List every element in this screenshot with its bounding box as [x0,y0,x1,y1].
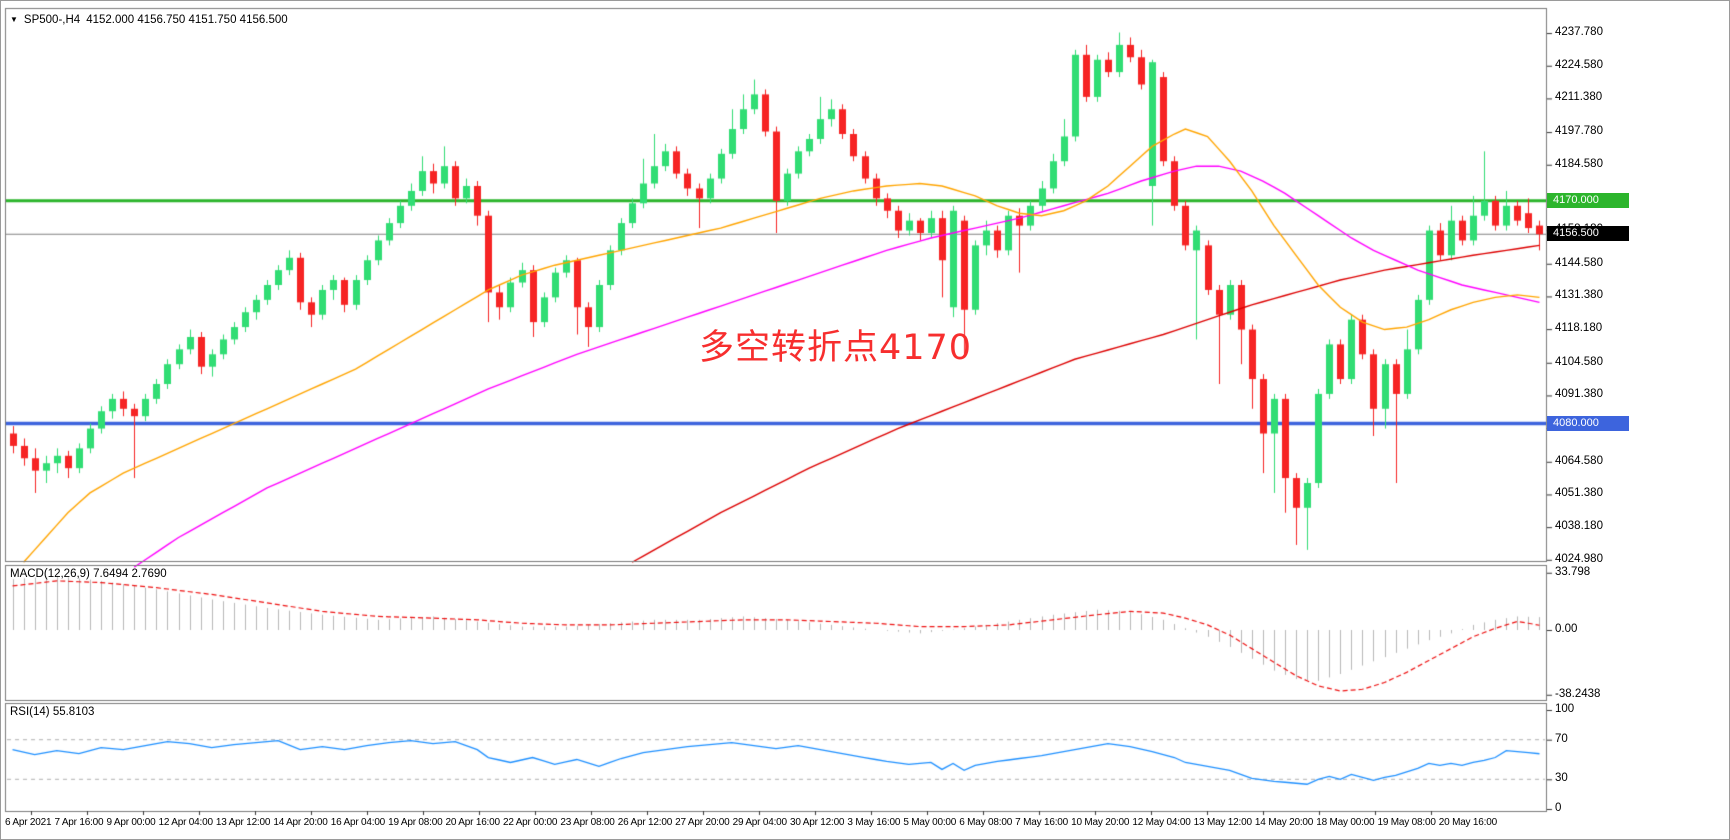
rsi-scale-label: 30 [1555,772,1568,785]
time-axis-label: 7 May 16:00 [1015,817,1068,828]
macd-scale: 33.798 0.00 -38.2438 [1554,1,1664,839]
price-tick-label: 4197.780 [1555,125,1603,138]
price-tick-label: 4104.580 [1555,355,1603,368]
price-tick-label: 4038.180 [1555,520,1603,533]
time-axis-label: 27 Apr 20:00 [675,817,730,828]
ohlc-values: 4152.000 4156.750 4151.750 4156.500 [86,14,288,26]
symbol-ohlc-label: ▼ SP500-,H4 4152.000 4156.750 4151.750 4… [10,14,288,26]
time-axis-label: 14 Apr 20:00 [273,817,328,828]
time-axis-label: 3 May 16:00 [847,817,901,828]
time-axis[interactable]: 6 Apr 2021 7 Apr 16:00 9 Apr 00:00 12 Apr 0… [5,817,1497,828]
macd-scale-label: -38.2438 [1555,687,1601,700]
price-tag: 4080.000 [1547,415,1629,431]
time-axis-label: 6 Apr 2021 [5,817,52,828]
time-axis-label: 6 May 08:00 [959,817,1013,828]
time-axis-label: 5 May 00:00 [903,817,957,828]
price-tag: 4156.500 [1547,226,1629,242]
price-tick-label: 4224.580 [1555,58,1603,71]
price-tick-label: 4064.580 [1555,454,1603,467]
time-axis-label: 18 May 00:00 [1316,817,1375,828]
price-tick-label: 4131.380 [1555,289,1603,302]
price-scale[interactable]: 4237.780 4224.580 4211.380 4197.780 4184.580… [1547,1,1664,839]
symbol-name: SP500-,H4 [23,14,81,26]
rsi-scale-label: 70 [1555,732,1568,745]
time-axis-label: 29 Apr 04:00 [732,817,788,828]
price-tick-label: 4091.380 [1555,388,1603,401]
time-axis-label: 20 Apr 16:00 [445,817,501,828]
rsi-scale-label: 0 [1555,802,1562,814]
price-tick-label: 4024.980 [1555,552,1603,565]
price-tick-label: 4237.780 [1555,26,1603,39]
time-axis-label: 13 May 12:00 [1193,817,1252,828]
price-tick-label: 4118.180 [1555,322,1603,335]
price-tick-label: 4144.580 [1555,256,1603,269]
price-tag: 4170.000 [1547,192,1629,208]
time-axis-label: 12 Apr 04:00 [158,817,214,828]
time-axis-label: 22 Apr 00:00 [502,817,558,828]
rsi-scale-label: 100 [1555,703,1575,715]
time-axis-label: 20 May 16:00 [1438,817,1497,828]
time-axis-label: 19 Apr 08:00 [388,817,443,828]
price-tick-label: 4211.380 [1555,91,1603,104]
time-axis-label: 26 Apr 12:00 [617,817,673,828]
time-axis-label: 30 Apr 12:00 [789,817,845,828]
time-axis-label: 13 Apr 12:00 [215,817,271,828]
time-axis-label: 12 May 04:00 [1132,817,1191,828]
price-tick-label: 4184.580 [1555,157,1603,170]
macd-indicator-label: MACD(12,26,9) 7.6494 2.7690 [10,568,167,580]
time-axis-label: 14 May 20:00 [1254,817,1314,828]
macd-scale-label: 33.798 [1555,565,1591,578]
price-tick-label: 4051.380 [1555,487,1603,500]
rsi-indicator-label: RSI(14) 55.8103 [10,706,95,718]
time-axis-label: 16 Apr 04:00 [330,817,386,828]
time-axis-label: 7 Apr 16:00 [54,817,104,828]
macd-scale-label: 0.00 [1555,623,1578,635]
time-axis-label: 9 Apr 00:00 [106,817,156,828]
chart-annotation-text: 多空转折点4170 [699,328,973,368]
time-axis-label: 19 May 08:00 [1377,817,1436,828]
chart-dropdown-icon[interactable]: ▼ [10,15,18,24]
rsi-scale: 100 70 30 0 [1554,1,1664,839]
time-axis-label: 23 Apr 08:00 [560,817,615,828]
time-axis-label: 10 May 20:00 [1071,817,1130,828]
